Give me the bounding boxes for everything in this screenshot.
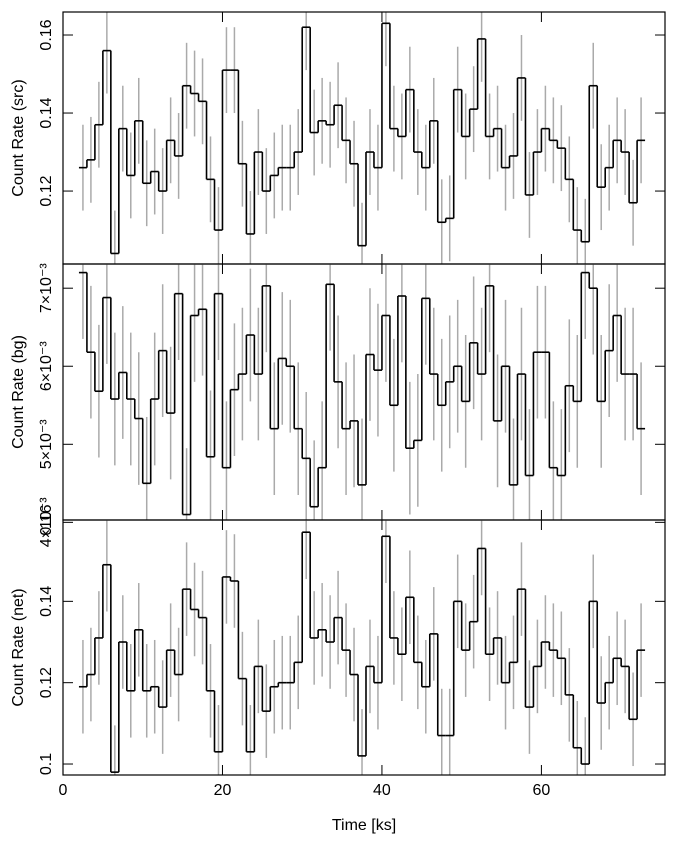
panel-frame	[62, 263, 666, 521]
x-tick-label: 20	[214, 782, 232, 799]
x-axis-label: Time [ks]	[332, 817, 396, 834]
y-tick-label: 0.16	[38, 19, 55, 50]
y-tick-label: 4×10⁻³	[38, 497, 55, 547]
x-tick-label: 60	[533, 782, 551, 799]
y-tick-label: 0.1	[38, 753, 55, 775]
y-tick-label: 0.12	[38, 667, 55, 698]
x-tick-label: 40	[373, 782, 391, 799]
y-axis-label: Count Rate (net)	[10, 588, 27, 706]
y-axis-label: Count Rate (src)	[10, 79, 27, 196]
y-tick-label: 0.16	[38, 504, 55, 535]
y-tick-label: 6×10⁻³	[38, 341, 55, 391]
y-tick-label: 0.14	[38, 586, 55, 617]
panel-frame	[62, 11, 666, 265]
y-tick-label: 0.12	[38, 175, 55, 206]
x-tick-label: 0	[59, 782, 68, 799]
y-axis-label: Count Rate (bg)	[10, 335, 27, 449]
y-tick-label: 5×10⁻³	[38, 419, 55, 469]
y-tick-label: 7×10⁻³	[38, 263, 55, 313]
panel-frame	[62, 519, 666, 776]
y-tick-label: 0.14	[38, 97, 55, 128]
